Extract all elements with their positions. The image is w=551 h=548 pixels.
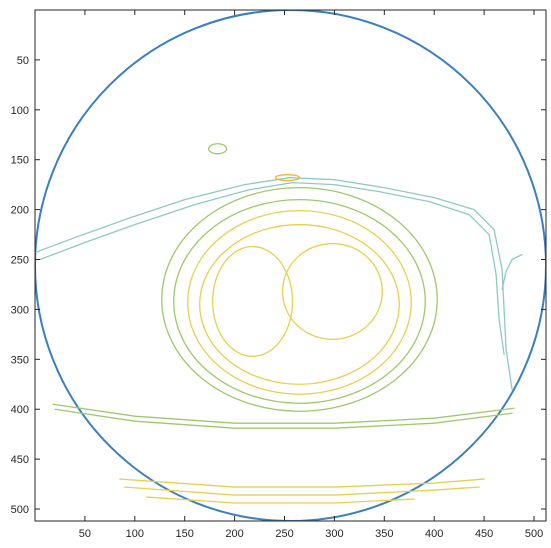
contour-line-16 <box>146 496 415 504</box>
y-tick-label: 400 <box>11 404 29 416</box>
contour-layer <box>35 10 546 521</box>
y-tick-label: 300 <box>11 304 29 316</box>
contour-line-13 <box>54 408 513 429</box>
x-axis: 50 100 150 200 250 300 350 400 450 500 <box>79 10 543 540</box>
contour-line-2 <box>39 182 505 355</box>
x-tick-label: 150 <box>176 528 194 540</box>
x-tick-label: 100 <box>126 528 144 540</box>
x-tick-label: 250 <box>275 528 293 540</box>
contour-line-10 <box>208 143 228 155</box>
contour-line-15 <box>124 486 480 496</box>
plot-axes-box <box>34 9 547 522</box>
y-tick-label: 500 <box>11 504 29 516</box>
contour-line-7 <box>199 223 400 385</box>
contour-line-9 <box>212 245 294 357</box>
x-tick-label: 400 <box>425 528 443 540</box>
x-tick-label: 300 <box>325 528 343 540</box>
x-tick-label: 500 <box>525 528 543 540</box>
x-tick-label: 450 <box>475 528 493 540</box>
contour-line-14 <box>119 478 485 488</box>
contour-line-8 <box>281 242 383 341</box>
y-tick-label: 250 <box>11 255 29 267</box>
contour-line-1 <box>35 177 513 390</box>
y-tick-label: 50 <box>17 55 29 67</box>
contour-line-5 <box>173 198 426 404</box>
x-tick-label: 200 <box>225 528 243 540</box>
y-tick-label: 100 <box>11 105 29 117</box>
y-tick-label: 200 <box>11 205 29 217</box>
y-axis: 50 100 150 200 250 300 350 400 450 500 <box>11 55 546 516</box>
y-tick-label: 350 <box>11 354 29 366</box>
y-tick-label: 450 <box>11 454 29 466</box>
contour-line-6 <box>187 209 412 395</box>
contour-line-12 <box>52 403 515 424</box>
x-tick-label: 50 <box>79 528 91 540</box>
contour-line-11 <box>274 174 301 182</box>
contour-line-3 <box>501 253 523 291</box>
y-tick-label: 150 <box>11 155 29 167</box>
x-tick-label: 350 <box>375 528 393 540</box>
contour-line-4 <box>161 187 438 412</box>
